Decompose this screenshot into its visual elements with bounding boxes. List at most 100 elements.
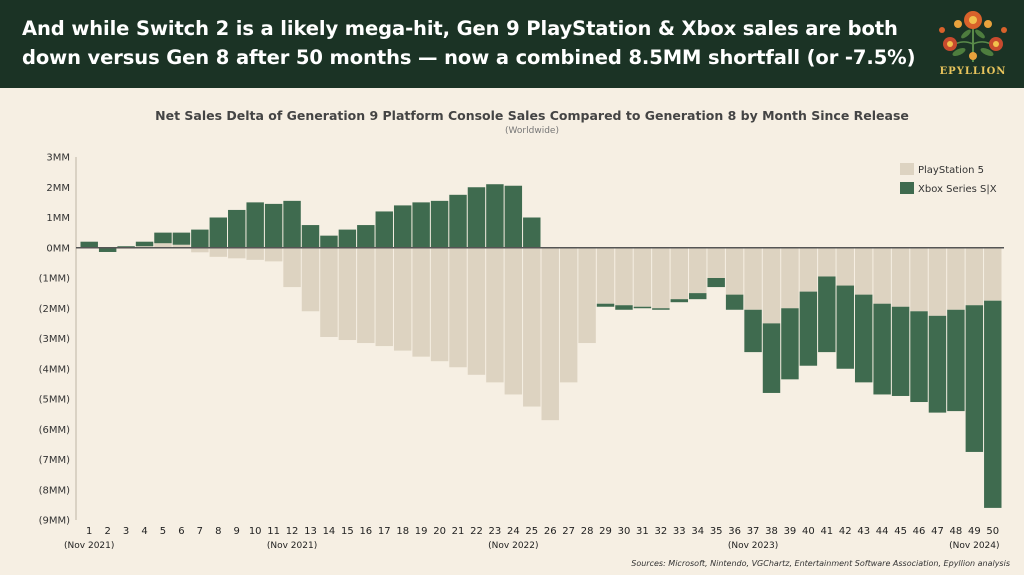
bar-xbox-series [799, 291, 818, 366]
chart-title: Net Sales Delta of Generation 9 Platform… [155, 108, 909, 123]
x-tick-label: 25 [525, 526, 538, 537]
x-tick-label: 9 [234, 526, 240, 537]
y-tick-label: 3MM [46, 153, 70, 164]
bar-xbox-series [781, 308, 799, 380]
x-tick-label: 33 [673, 526, 686, 537]
bar-playstation-5 [375, 247, 393, 347]
date-annotation: (Nov 2024) [949, 541, 999, 551]
bar-xbox-series [818, 276, 836, 353]
headline: And while Switch 2 is a likely mega-hit,… [22, 17, 916, 69]
bar-playstation-5 [762, 247, 781, 324]
bar-playstation-5 [670, 247, 689, 300]
bar-xbox-series [467, 187, 486, 248]
bar-playstation-5 [799, 247, 818, 292]
bar-xbox-series [80, 241, 98, 248]
bar-playstation-5 [633, 247, 652, 307]
bar-playstation-5 [947, 247, 965, 310]
x-tick-label: 21 [452, 526, 465, 537]
x-tick-label: 49 [968, 526, 981, 537]
bar-xbox-series [984, 300, 1002, 508]
x-tick-label: 39 [784, 526, 797, 537]
bar-xbox-series [965, 305, 984, 452]
bar-xbox-series [117, 246, 135, 248]
x-tick-label: 30 [618, 526, 631, 537]
bar-playstation-5 [338, 247, 357, 341]
bar-playstation-5 [228, 247, 246, 259]
x-tick-label: 23 [489, 526, 502, 537]
x-tick-label: 34 [691, 526, 704, 537]
epyllion-logo: EPYLLION [926, 4, 1020, 86]
bar-playstation-5 [541, 247, 559, 421]
bar-playstation-5 [984, 247, 1002, 301]
bar-xbox-series [228, 209, 246, 248]
x-tick-label: 28 [581, 526, 594, 537]
y-tick-label: (4MM) [39, 364, 71, 375]
bar-playstation-5 [965, 247, 984, 306]
bar-xbox-series [283, 200, 301, 248]
date-annotation: (Nov 2023) [728, 541, 778, 551]
bar-playstation-5 [504, 247, 523, 395]
bar-playstation-5 [781, 247, 799, 309]
x-tick-label: 36 [728, 526, 741, 537]
date-annotation: (Nov 2022) [488, 541, 538, 551]
bar-playstation-5 [467, 247, 486, 375]
x-tick-label: 19 [415, 526, 428, 537]
bar-playstation-5 [246, 247, 264, 260]
x-tick-label: 22 [470, 526, 483, 537]
y-tick-label: (5MM) [39, 395, 71, 406]
x-tick-label: 10 [249, 526, 262, 537]
y-tick-label: (2MM) [39, 304, 71, 315]
x-tick-label: 17 [378, 526, 391, 537]
x-tick-label: 50 [986, 526, 999, 537]
bar-xbox-series [98, 248, 117, 252]
y-tick-label: (7MM) [39, 455, 71, 466]
x-tick-label: 6 [178, 526, 184, 537]
x-tick-label: 44 [876, 526, 889, 537]
bar-xbox-series [744, 309, 762, 353]
bar-playstation-5 [652, 247, 670, 309]
x-tick-label: 42 [839, 526, 852, 537]
floral-ornament-icon [939, 11, 1007, 62]
bar-chart: 3MM 2MM 1MM 0MM (1MM) (2MM) (3MM) (4MM) (5MM) (6M… [39, 153, 1004, 551]
bar-xbox-series [301, 225, 320, 248]
bar-xbox-series [172, 232, 191, 245]
bar-xbox-series [725, 294, 744, 310]
chart-subtitle: (Worldwide) [505, 126, 559, 136]
bar-playstation-5 [836, 247, 854, 286]
bar-xbox-series [154, 232, 172, 244]
bar-xbox-series [135, 241, 154, 247]
bar-xbox-series [246, 202, 264, 248]
bar-xbox-series [357, 225, 375, 248]
x-tick-label: 45 [894, 526, 907, 537]
bar-xbox-series [393, 205, 412, 248]
bar-playstation-5 [283, 247, 301, 288]
logo-wordmark: EPYLLION [939, 66, 1007, 77]
bar-xbox-series [873, 303, 891, 395]
legend-label: Xbox Series S|X [918, 184, 997, 195]
bar-playstation-5 [873, 247, 891, 304]
bar-xbox-series [486, 184, 504, 248]
y-tick-label: (3MM) [39, 334, 71, 345]
bar-xbox-series [615, 305, 633, 310]
bar-playstation-5 [559, 247, 578, 383]
x-tick-label: 1 [86, 526, 92, 537]
bar-playstation-5 [707, 247, 725, 278]
x-tick-label: 29 [599, 526, 612, 537]
x-tick-label: 4 [141, 526, 147, 537]
legend-swatch [900, 163, 914, 175]
bar-xbox-series [836, 285, 854, 369]
x-tick-label: 5 [160, 526, 166, 537]
x-tick-label: 24 [507, 526, 520, 537]
bar-xbox-series [430, 200, 449, 248]
y-tick-label: (9MM) [39, 516, 71, 527]
bar-xbox-series [596, 303, 615, 307]
bar-xbox-series [891, 306, 910, 396]
bar-playstation-5 [725, 247, 744, 295]
bar-xbox-series [910, 311, 928, 403]
x-tick-label: 48 [950, 526, 963, 537]
source-note: Sources: Microsoft, Nintendo, VGChartz, … [631, 559, 1010, 568]
y-tick-label: (8MM) [39, 485, 71, 496]
x-tick-label: 15 [341, 526, 354, 537]
bar-xbox-series [633, 306, 652, 309]
y-tick-label: 0MM [46, 243, 70, 254]
